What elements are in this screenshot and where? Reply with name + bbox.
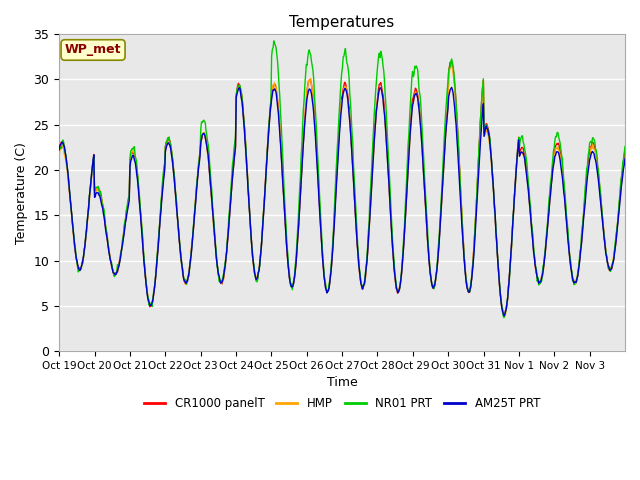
X-axis label: Time: Time [326, 376, 358, 389]
Legend: CR1000 panelT, HMP, NR01 PRT, AM25T PRT: CR1000 panelT, HMP, NR01 PRT, AM25T PRT [139, 393, 545, 415]
Y-axis label: Temperature (C): Temperature (C) [15, 142, 28, 243]
Title: Temperatures: Temperatures [289, 15, 395, 30]
Text: WP_met: WP_met [65, 44, 122, 57]
